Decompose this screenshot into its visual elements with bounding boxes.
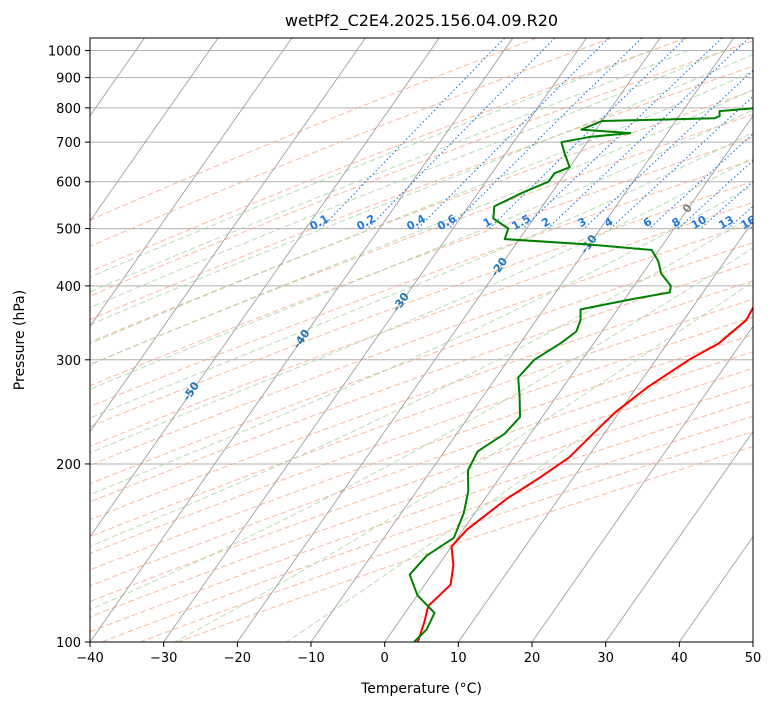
temperature-profile-line <box>416 305 753 642</box>
isotherm-line <box>163 38 587 642</box>
x-tick-label: 50 <box>745 651 762 666</box>
x-tick-label: −30 <box>150 651 177 666</box>
y-tick-label: 200 <box>56 458 81 473</box>
isotherm-line <box>90 38 293 328</box>
x-tick-label: −40 <box>76 651 103 666</box>
mixing-ratio-line <box>367 38 556 229</box>
isotherm-line <box>678 535 753 642</box>
mixing-ratio-line <box>677 159 753 230</box>
mixing-ratio-line <box>522 38 723 229</box>
dry-adiabat-line <box>90 65 753 321</box>
moist-adiabat-line <box>90 215 753 547</box>
dry-adiabat-line <box>90 180 753 428</box>
dry-adiabat-line <box>90 280 753 521</box>
y-tick-label: 400 <box>56 280 81 295</box>
moist-adiabat-line <box>90 89 753 366</box>
pressure-gridlines <box>90 50 753 642</box>
isotherm-line <box>90 38 440 538</box>
dry-adiabat-line <box>90 316 753 554</box>
isotherm-line <box>605 430 753 642</box>
y-tick-label: 600 <box>56 176 81 191</box>
isotherm-line <box>531 325 753 642</box>
moist-adiabats <box>90 50 753 642</box>
dry-adiabat-line <box>90 242 753 485</box>
x-tick-label: 0 <box>381 651 389 666</box>
dry-adiabat-line <box>90 136 753 387</box>
x-tick-label: 10 <box>450 651 467 666</box>
moist-adiabat-line <box>90 131 753 419</box>
x-tick-label: −20 <box>224 651 251 666</box>
moist-adiabat-line <box>286 315 753 642</box>
mixing-ratio-line <box>320 38 505 229</box>
x-axis-title: Temperature (°C) <box>360 681 482 697</box>
mixing-ratio-line <box>488 38 686 229</box>
dry-adiabat-line <box>90 334 753 571</box>
y-tick-label: 700 <box>56 136 81 151</box>
mixing-ratio-line <box>417 38 609 229</box>
mixing-ratio-label: 16 <box>738 213 758 232</box>
moist-adiabat-line <box>90 109 753 390</box>
y-tick-label: 1000 <box>48 45 81 60</box>
plot-area: -100-90-80-70-60-50-40-30-20-10010203040… <box>90 38 758 642</box>
y-axis: 1000 900 800 700 600 500 400 300 200 100 <box>48 45 90 651</box>
y-tick-label: 800 <box>56 102 81 117</box>
isotherm-line <box>457 220 753 642</box>
y-tick-label: 100 <box>56 636 81 651</box>
isotherm-line <box>236 38 661 642</box>
isotherm-line <box>90 38 219 222</box>
moist-adiabat-line <box>90 184 753 496</box>
moist-adiabat-line <box>90 53 753 326</box>
plot-frame <box>89 37 754 643</box>
x-tick-label: 20 <box>524 651 541 666</box>
dewpoint-profile-line <box>408 107 753 642</box>
chart-title: wetPf2_C2E4.2025.156.04.09.R20 <box>285 11 558 31</box>
dry-adiabat-line <box>90 367 753 603</box>
moist-adiabat-line <box>90 50 652 278</box>
x-axis: −40 −30 −20 −10 0 10 20 30 40 50 <box>76 642 761 666</box>
y-tick-label: 300 <box>56 354 81 369</box>
moist-adiabat-line <box>90 50 689 293</box>
y-tick-label: 900 <box>56 72 81 87</box>
x-tick-label: 30 <box>597 651 614 666</box>
dry-adiabat-line <box>90 38 612 247</box>
mixing-ratio-lines <box>320 38 753 230</box>
dry-adiabat-line <box>90 38 687 273</box>
y-tick-label: 500 <box>56 223 81 238</box>
dry-adiabat-line <box>90 90 753 343</box>
x-tick-label: −10 <box>297 651 324 666</box>
y-axis-title: Pressure (hPa) <box>12 290 28 390</box>
moist-adiabat-line <box>90 50 726 309</box>
isotherm-line <box>90 38 366 433</box>
moist-adiabat-line <box>90 70 753 345</box>
isotherm-line <box>310 38 735 642</box>
mixing-ratio-line <box>583 69 753 229</box>
dry-adiabat-line <box>90 384 753 618</box>
sounding-profiles <box>408 107 753 642</box>
dry-adiabat-line <box>90 114 753 365</box>
isotherm-line <box>90 38 514 642</box>
x-tick-label: 40 <box>671 651 688 666</box>
